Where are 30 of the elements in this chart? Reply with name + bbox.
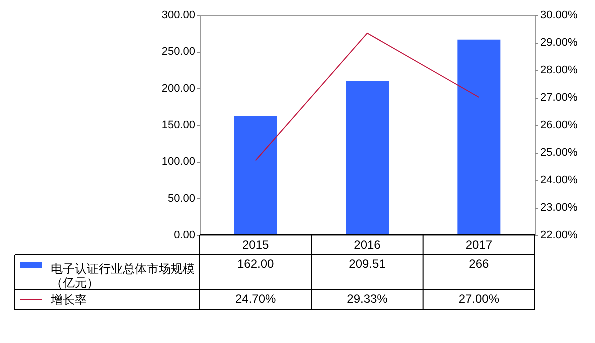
y2-tick-label: 25.00% (540, 147, 578, 159)
data-label: 162.00 (237, 257, 275, 271)
y-tick-label: 200.00 (162, 82, 196, 95)
y2-tick-label: 24.00% (540, 174, 578, 186)
y-tick-label: 0.00 (174, 230, 196, 242)
y2-tick-label: 29.00% (540, 37, 578, 49)
data-label: 24.70% (235, 292, 277, 306)
x-tick-label: 2016 (354, 238, 382, 252)
y2-tick-label: 26.00% (540, 120, 578, 132)
y-tick-label: 100.00 (162, 156, 196, 168)
y-tick-label: 50.00 (168, 192, 196, 205)
data-label: 266 (469, 257, 490, 271)
y2-tick-label: 22.00% (540, 230, 578, 242)
y-tick-label: 250.00 (162, 46, 196, 58)
y2-tick-label: 27.00% (540, 92, 578, 104)
y-tick-label: 150.00 (162, 120, 196, 132)
data-label: 29.33% (347, 292, 388, 306)
y2-tick-label: 28.00% (540, 64, 578, 76)
bar (346, 81, 389, 235)
x-tick-label: 2017 (466, 238, 493, 252)
data-label: 209.51 (349, 257, 386, 271)
data-label: 27.00% (458, 292, 500, 306)
y2-tick-label: 30.00% (540, 10, 578, 22)
legend-label: 增长率 (50, 293, 87, 307)
bar (458, 40, 501, 235)
legend-label: 电子认证行业总体市场规模（亿元） (51, 262, 195, 290)
bar (234, 116, 278, 235)
y2-tick-label: 23.00% (540, 202, 578, 214)
y-tick-label: 300.00 (162, 10, 196, 22)
x-tick-label: 2015 (242, 238, 270, 252)
